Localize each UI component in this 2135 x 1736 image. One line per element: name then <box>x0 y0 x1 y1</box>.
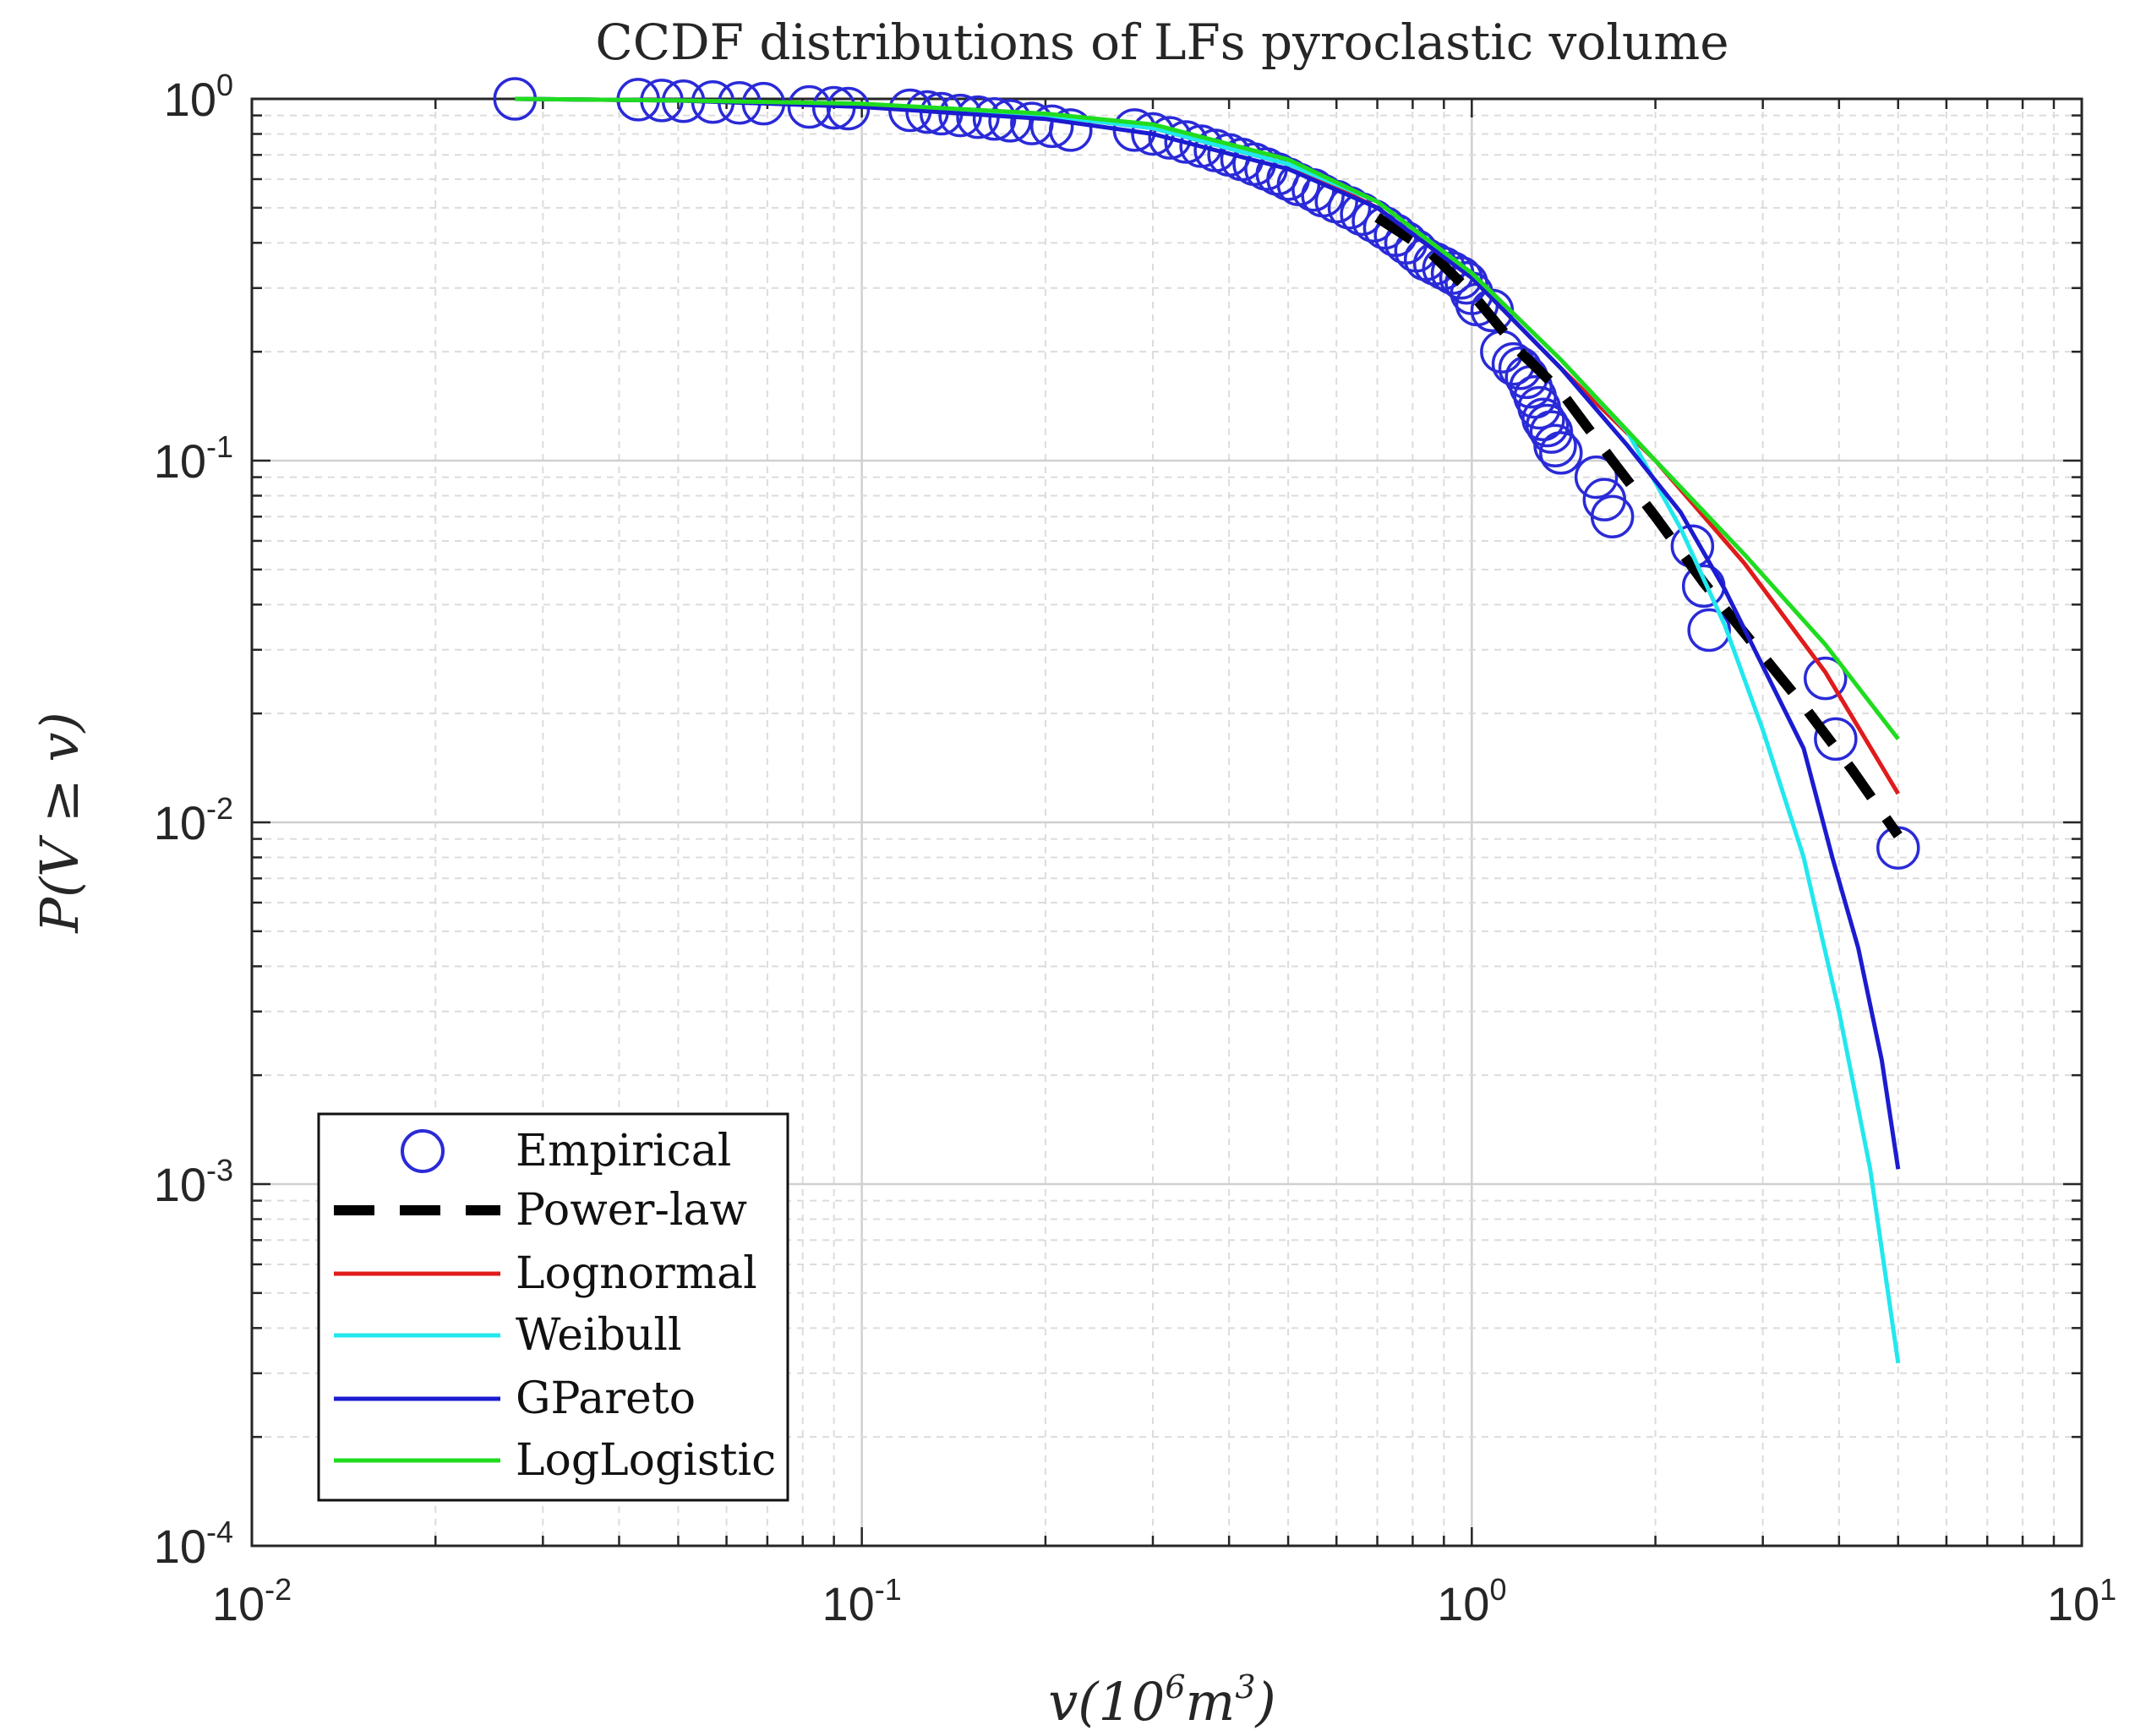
empirical-point <box>1803 656 1848 701</box>
legend-lognormal-label: Lognormal <box>516 1248 757 1299</box>
legend-gpareto-label: GPareto <box>516 1373 696 1424</box>
legend: Empirical Power-law Lognormal Weibull GP… <box>317 1112 789 1502</box>
chart-title: CCDF distributions of LFs pyroclastic vo… <box>595 14 1728 71</box>
series-power-law-line <box>1374 213 1903 838</box>
empirical-point <box>1590 494 1635 539</box>
empirical-point <box>988 99 1032 143</box>
x-tick-label: 10-2 <box>212 1572 292 1630</box>
x-tick-label: 10-1 <box>822 1572 902 1630</box>
legend-item-empirical: Empirical <box>401 1126 731 1176</box>
series-gpareto-line <box>515 96 1901 1170</box>
empirical-point <box>1029 104 1074 149</box>
legend-item-loglogistic: LogLogistic <box>334 1435 776 1486</box>
empirical-point <box>1533 423 1577 468</box>
empirical-point <box>1574 455 1619 500</box>
empirical-point <box>1814 717 1858 762</box>
legend-item-weibull: Weibull <box>334 1310 682 1361</box>
x-tick-label: 100 <box>1437 1572 1506 1630</box>
y-tick-label: 10-4 <box>154 1515 233 1573</box>
series-layer <box>493 77 1920 1364</box>
empirical-point <box>1439 256 1483 300</box>
y-tick-label: 10-3 <box>154 1153 233 1211</box>
legend-empirical-label: Empirical <box>516 1126 731 1176</box>
legend-item-gpareto: GPareto <box>334 1373 696 1424</box>
grid <box>250 99 2082 1548</box>
legend-empirical-marker <box>401 1129 445 1173</box>
empirical-point <box>1525 403 1570 448</box>
empirical-point <box>1687 608 1731 652</box>
legend-box <box>317 1112 789 1502</box>
legend-item-power-law: Power-law <box>334 1185 747 1236</box>
legend-power-law-label: Power-law <box>516 1185 747 1236</box>
y-tick-label: 10-2 <box>154 791 233 849</box>
empirical-point <box>1444 260 1488 305</box>
y-tick-labels: 100 10-1 10-2 10-3 10-4 <box>154 68 233 1573</box>
x-tick-label: 101 <box>2047 1572 2116 1630</box>
legend-weibull-label: Weibull <box>516 1310 682 1361</box>
x-tick-labels: 10-2 10-1 100 101 <box>212 1572 2116 1630</box>
y-tick-label: 10-1 <box>154 429 233 488</box>
x-axis-label: v(106m3) <box>1048 1668 1275 1733</box>
empirical-point <box>1539 431 1583 475</box>
legend-item-lognormal: Lognormal <box>334 1248 757 1299</box>
empirical-point <box>1521 397 1565 441</box>
series-loglogistic-line <box>515 96 1900 740</box>
y-axis-label: P(V ≥ v) <box>29 712 90 933</box>
legend-loglogistic-label: LogLogistic <box>516 1435 776 1486</box>
empirical-point <box>1049 108 1093 152</box>
y-tick-label: 100 <box>164 68 233 126</box>
